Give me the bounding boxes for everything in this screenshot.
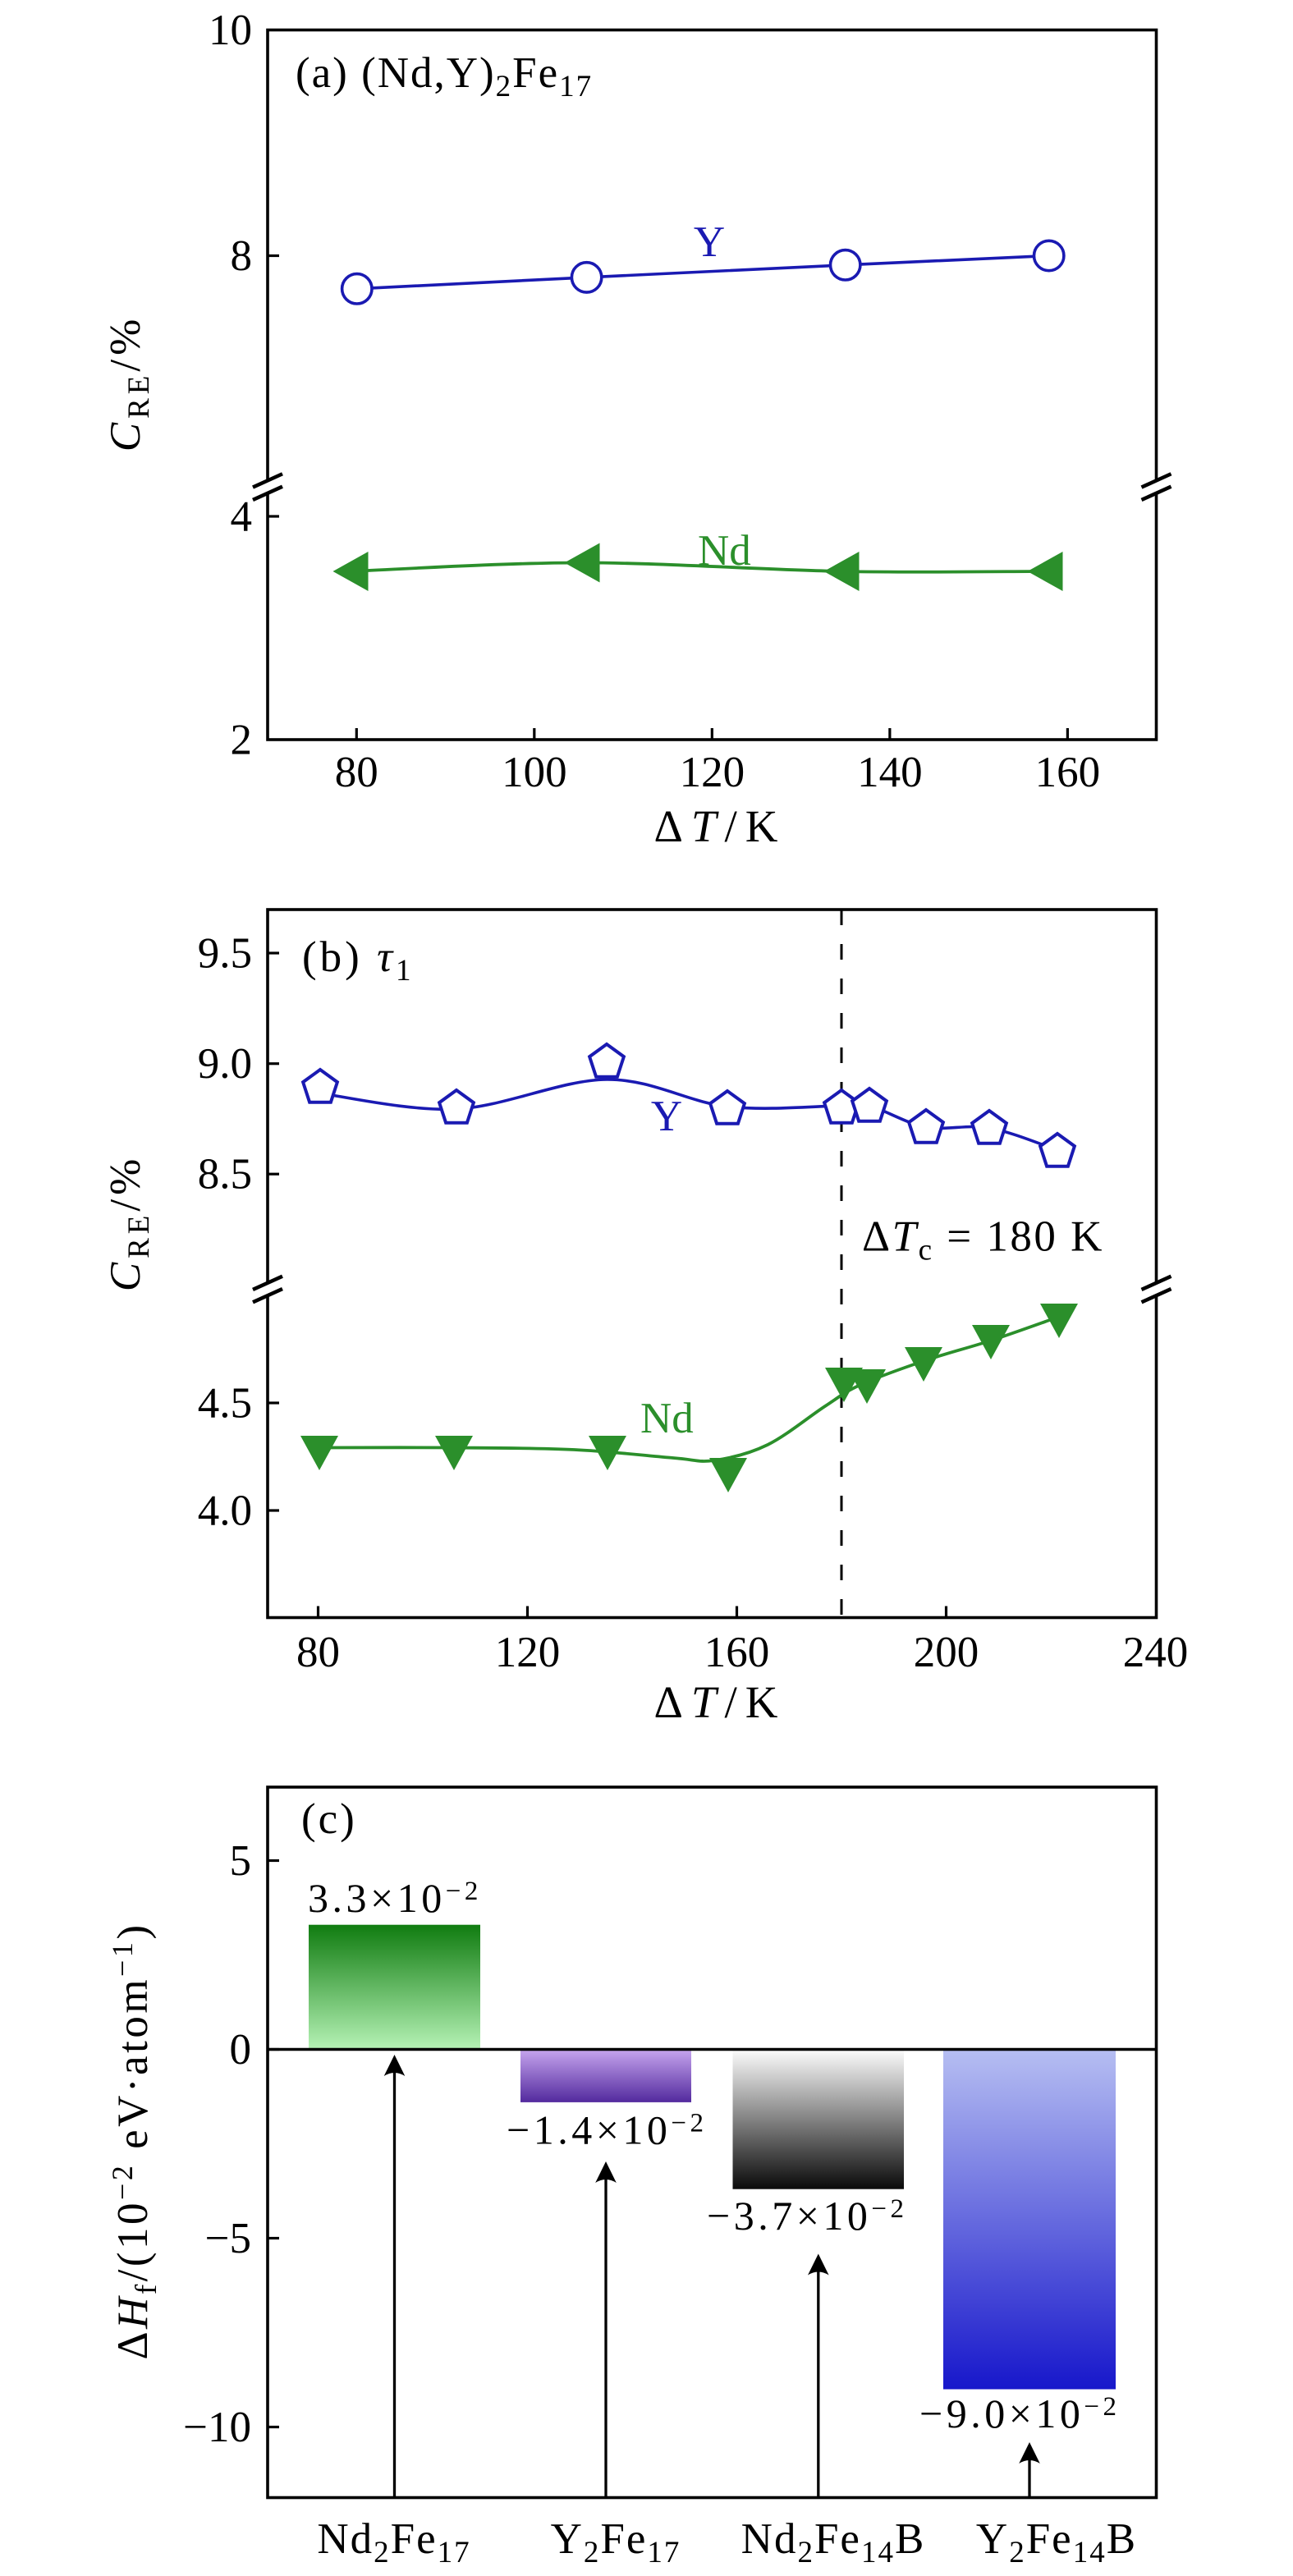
svg-text:120: 120 [495,1629,561,1676]
svg-text:100: 100 [502,749,567,796]
svg-text:CRE/%: CRE/% [102,315,156,452]
svg-text:4.0: 4.0 [198,1487,252,1535]
svg-text:120: 120 [680,749,745,796]
svg-text:(b) τ1: (b) τ1 [302,933,415,988]
svg-text:ΔT/K: ΔT/K [654,1677,786,1727]
svg-text:4.5: 4.5 [198,1380,252,1428]
svg-text:9.0: 9.0 [198,1040,252,1088]
svg-text:−1.4×10−2: −1.4×10−2 [507,2107,708,2153]
svg-text:Y: Y [694,218,725,266]
svg-text:ΔTc = 180 K: ΔTc = 180 K [862,1213,1104,1267]
svg-text:8.5: 8.5 [198,1151,252,1199]
svg-text:200: 200 [914,1629,979,1676]
svg-text:80: 80 [335,749,378,796]
svg-text:−10: −10 [183,2404,251,2451]
svg-text:2: 2 [231,717,253,764]
svg-text:−9.0×10−2: −9.0×10−2 [919,2390,1121,2436]
svg-text:(a) (Nd,Y)2Fe17: (a) (Nd,Y)2Fe17 [296,49,593,103]
svg-text:−3.7×10−2: −3.7×10−2 [707,2193,908,2239]
svg-text:0: 0 [230,2026,252,2074]
svg-text:160: 160 [704,1629,770,1676]
svg-text:Y: Y [651,1093,682,1140]
svg-text:10: 10 [209,7,252,54]
svg-text:(c): (c) [301,1795,357,1843]
svg-text:4: 4 [231,493,253,541]
svg-text:Y2Fe14B: Y2Fe14B [976,2515,1137,2569]
svg-text:8: 8 [231,232,253,280]
svg-text:Nd2Fe14B: Nd2Fe14B [741,2515,926,2569]
svg-text:ΔHf/(10−2 eV·atom−1): ΔHf/(10−2 eV·atom−1) [106,1922,163,2359]
svg-text:ΔT/K: ΔT/K [654,801,786,851]
svg-text:160: 160 [1035,749,1101,796]
svg-text:140: 140 [857,749,923,796]
svg-text:CRE/%: CRE/% [102,1155,156,1292]
svg-text:80: 80 [296,1629,340,1676]
svg-text:Y2Fe17: Y2Fe17 [551,2515,681,2569]
svg-text:−5: −5 [205,2215,251,2262]
svg-text:5: 5 [230,1837,252,1885]
svg-text:240: 240 [1123,1629,1189,1676]
svg-text:Nd2Fe17: Nd2Fe17 [317,2515,470,2569]
svg-text:Nd: Nd [698,527,751,575]
svg-text:Nd: Nd [640,1395,694,1442]
svg-text:9.5: 9.5 [198,930,252,978]
